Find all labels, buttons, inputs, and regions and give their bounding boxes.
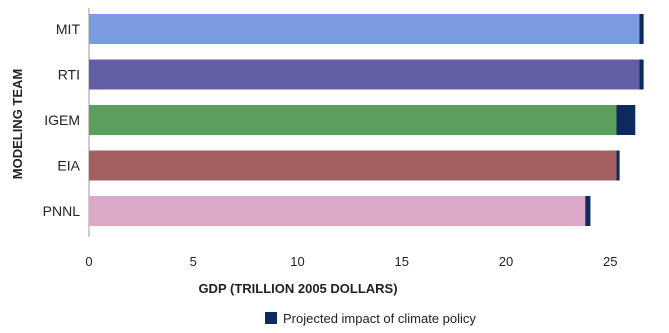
x-tick-labels: 0 5 10 15 20 25 <box>85 254 617 269</box>
bar-mit <box>89 14 640 44</box>
legend-swatch-climate-impact <box>265 312 277 324</box>
x-tick-label-5: 5 <box>190 254 197 269</box>
category-label-eia: EIA <box>57 158 80 174</box>
y-axis-title: MODELING TEAM <box>10 69 25 180</box>
x-tick-label-15: 15 <box>395 254 409 269</box>
category-label-pnnl: PNNL <box>43 203 81 219</box>
bar-impact-eia <box>616 150 620 181</box>
x-tick-label-20: 20 <box>499 254 513 269</box>
category-label-igem: IGEM <box>44 112 80 128</box>
x-tick-label-10: 10 <box>290 254 304 269</box>
bar-impact-pnnl <box>585 196 591 226</box>
bar-impact-rti <box>639 59 644 90</box>
bar-igem <box>89 105 617 135</box>
bar-eia <box>89 150 617 181</box>
bar-impact-mit <box>639 14 644 44</box>
category-label-rti: RTI <box>58 67 80 83</box>
category-label-mit: MIT <box>56 21 81 37</box>
legend: Projected impact of climate policy <box>265 311 476 326</box>
bar-rti <box>89 59 640 90</box>
bars-group <box>89 14 644 226</box>
bar-impact-igem <box>616 105 636 135</box>
x-tick-label-25: 25 <box>603 254 617 269</box>
category-labels: MIT RTI IGEM EIA PNNL <box>43 21 81 219</box>
x-tick-label-0: 0 <box>85 254 92 269</box>
x-axis-title: GDP (TRILLION 2005 DOLLARS) <box>198 281 397 296</box>
legend-label-climate-impact: Projected impact of climate policy <box>283 311 476 326</box>
bar-pnnl <box>89 196 586 226</box>
